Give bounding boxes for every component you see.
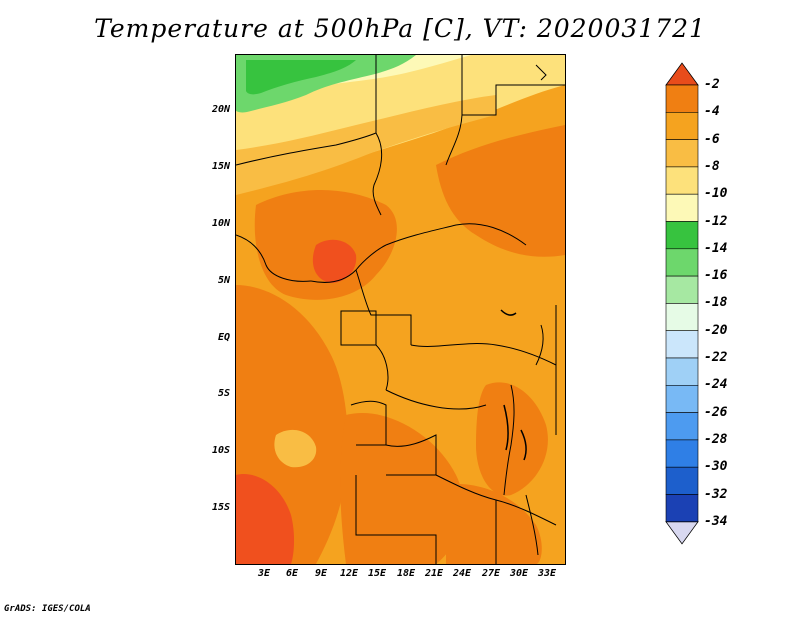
grads-credit: GrADS: IGES/COLA (4, 604, 91, 614)
chart-title: Temperature at 500hPa [C], VT: 202003172… (94, 14, 706, 43)
x-tick-label: 33E (537, 568, 557, 579)
colorbar-label: -12 (704, 213, 728, 229)
colorbar-segment (665, 330, 699, 359)
colorbar-label: -24 (704, 377, 728, 393)
x-tick-label: 27E (481, 568, 501, 579)
y-tick-label: 20N (211, 104, 230, 115)
colorbar-segment (665, 494, 699, 523)
colorbar-segment (665, 84, 699, 113)
y-tick-label: 15S (211, 502, 230, 513)
colorbar-label: -16 (704, 268, 728, 284)
colorbar-bottom-arrow (665, 521, 699, 545)
temperature-map (235, 54, 566, 565)
colorbar-segment (665, 384, 699, 413)
x-tick-label: 12E (339, 568, 359, 579)
y-tick-label: 5N (217, 275, 230, 286)
x-tick-label: 21E (424, 568, 444, 579)
lake-outlines (500, 309, 527, 461)
x-tick-label: 6E (285, 568, 299, 579)
x-tick-label: 3E (257, 568, 271, 579)
colorbar-label: -10 (704, 186, 728, 202)
x-tick-label: 9E (314, 568, 328, 579)
colorbar-segment (665, 221, 699, 250)
colorbar-segment (665, 439, 699, 468)
field-warmest-sw (236, 474, 295, 564)
colorbar-label: -18 (704, 295, 728, 311)
field-warm-angola (340, 413, 464, 564)
colorbar-segment (665, 412, 699, 441)
colorbar-segment (665, 357, 699, 386)
field-warmest-nigeria (312, 239, 357, 283)
colorbar-label: -30 (704, 459, 728, 475)
y-tick-label: EQ (217, 332, 230, 343)
field-light-patch (274, 429, 317, 468)
colorbar-label: -14 (704, 240, 728, 256)
field-green-core (246, 60, 356, 95)
colorbar-label: -28 (704, 431, 728, 447)
x-tick-label: 15E (367, 568, 387, 579)
map-canvas (236, 55, 565, 564)
colorbar-segment (665, 275, 699, 304)
colorbar-label: -32 (704, 486, 728, 502)
y-tick-label: 5S (217, 388, 230, 399)
y-tick-label: 10N (211, 218, 230, 229)
colorbar-segment (665, 303, 699, 331)
colorbar-segment (665, 193, 699, 222)
colorbar (665, 62, 699, 545)
field-light-band (236, 95, 496, 195)
colorbar-segment (665, 166, 699, 195)
colorbar-segment (665, 139, 699, 168)
colorbar-label: -22 (704, 350, 728, 365)
country-borders (236, 55, 565, 564)
colorbar-label: -2 (704, 77, 720, 92)
colorbar-top-arrow (665, 62, 699, 86)
colorbar-segment (665, 466, 699, 495)
field-warm-se (446, 484, 542, 564)
colorbar-segment (665, 248, 699, 277)
colorbar-label: -34 (704, 513, 728, 529)
y-tick-label: 10S (211, 445, 230, 456)
colorbar-label: -8 (704, 158, 720, 174)
colorbar-label: -4 (704, 104, 720, 120)
colorbar-label: -6 (704, 131, 720, 147)
colorbar-label: -26 (704, 404, 728, 420)
y-tick-label: 15N (211, 161, 230, 172)
colorbar-segment (665, 111, 699, 140)
x-tick-label: 24E (452, 568, 472, 579)
x-tick-label: 30E (509, 568, 529, 579)
x-tick-label: 18E (396, 568, 416, 579)
colorbar-label: -20 (704, 322, 728, 338)
